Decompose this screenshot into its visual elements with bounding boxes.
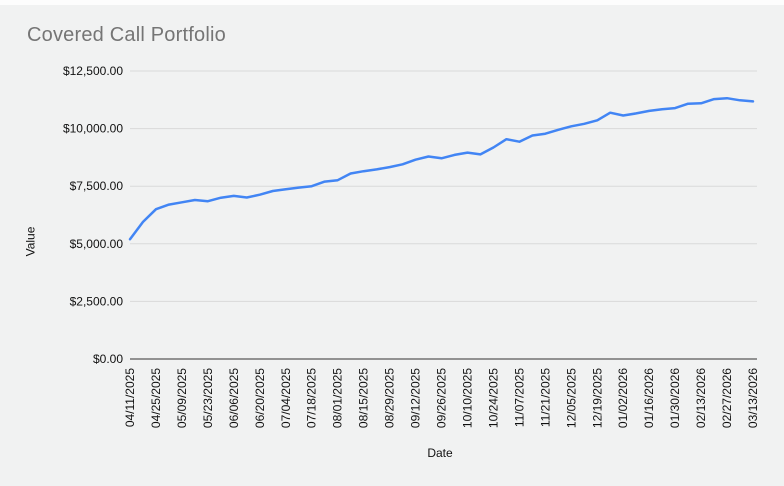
y-tick-label: $7,500.00 xyxy=(70,179,124,193)
x-tick-label: 09/26/2025 xyxy=(435,368,449,428)
x-tick-label: 12/05/2025 xyxy=(564,368,578,428)
x-tick-label: 01/02/2026 xyxy=(616,368,630,428)
y-tick-label: $12,500.00 xyxy=(63,64,123,78)
x-tick-label: 04/25/2025 xyxy=(149,368,163,428)
x-tick-label: 08/15/2025 xyxy=(357,368,371,428)
x-tick-label: 01/30/2026 xyxy=(668,368,682,428)
x-tick-label: 05/23/2025 xyxy=(201,368,215,428)
x-tick-label: 10/10/2025 xyxy=(460,368,474,428)
y-tick-label: $5,000.00 xyxy=(70,237,124,251)
x-tick-label: 02/27/2026 xyxy=(720,368,734,428)
x-tick-label: 12/19/2025 xyxy=(590,368,604,428)
x-tick-label: 08/29/2025 xyxy=(383,368,397,428)
x-tick-label: 08/01/2025 xyxy=(331,368,345,428)
x-tick-label: 05/09/2025 xyxy=(175,368,189,428)
x-tick-label: 11/07/2025 xyxy=(512,368,526,427)
x-tick-label: 07/18/2025 xyxy=(305,368,319,428)
x-tick-label: 04/11/2025 xyxy=(123,368,137,427)
series-line-value xyxy=(128,96,755,241)
x-tick-label: 01/16/2026 xyxy=(642,368,656,428)
y-tick-label: $0.00 xyxy=(93,352,123,366)
x-tick-label: 03/13/2026 xyxy=(746,368,760,428)
x-tick-label: 09/12/2025 xyxy=(409,368,423,428)
y-tick-label: $10,000.00 xyxy=(63,122,123,136)
x-tick-label: 10/24/2025 xyxy=(486,368,500,428)
top-edge-strip xyxy=(0,0,784,5)
x-tick-label: 06/20/2025 xyxy=(253,368,267,428)
x-axis-title: Date xyxy=(427,446,453,460)
x-tick-label: 06/06/2025 xyxy=(227,368,241,428)
x-tick-label: 07/04/2025 xyxy=(279,368,293,428)
y-tick-label: $2,500.00 xyxy=(70,294,124,308)
x-tick-label: 11/21/2025 xyxy=(538,368,552,427)
x-tick-label: 02/13/2026 xyxy=(694,368,708,428)
chart-title: Covered Call Portfolio xyxy=(27,24,226,46)
